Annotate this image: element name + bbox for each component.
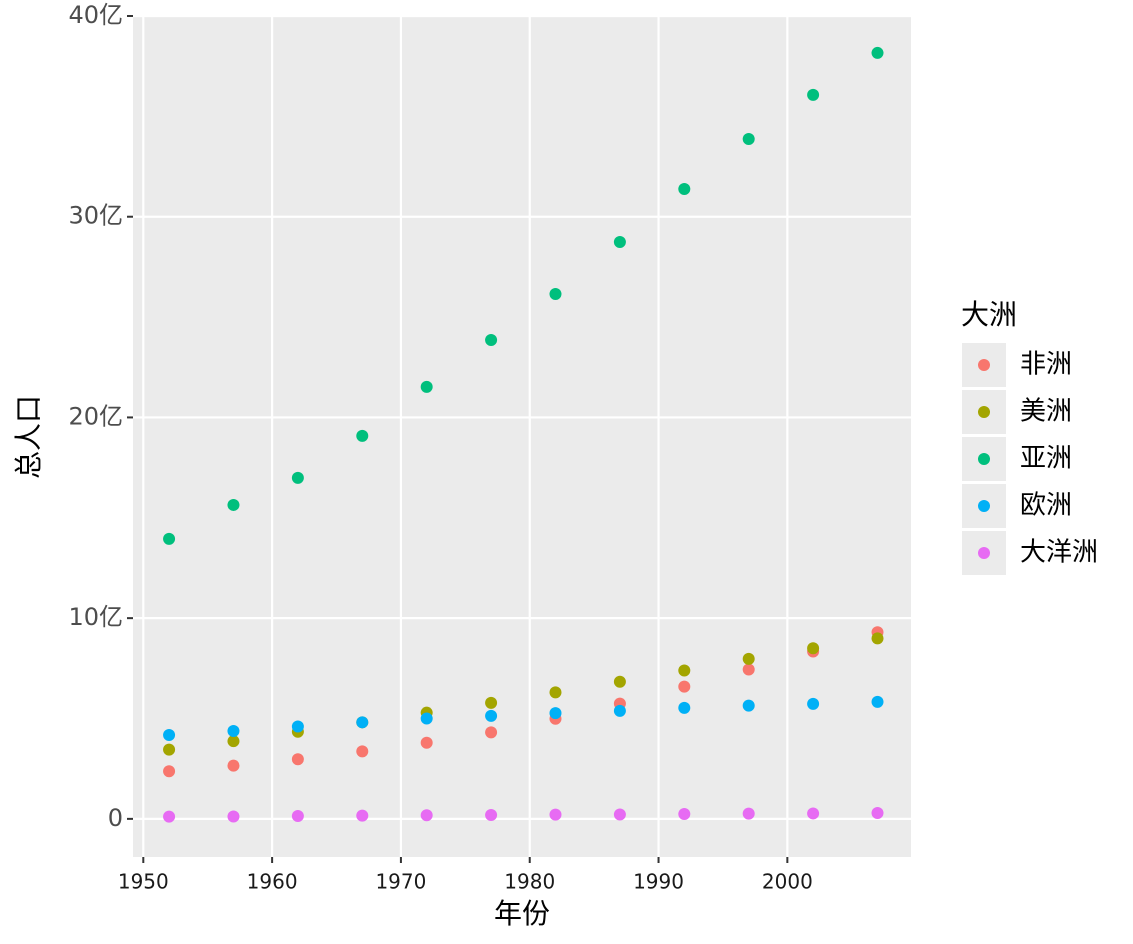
legend-marker — [978, 359, 990, 371]
point — [485, 333, 498, 346]
point — [807, 697, 820, 710]
point — [549, 686, 562, 699]
point — [163, 532, 176, 545]
point — [356, 809, 369, 822]
point — [871, 46, 884, 59]
point — [871, 807, 884, 820]
legend-marker — [978, 453, 990, 465]
point — [485, 809, 498, 822]
point — [356, 429, 369, 442]
point — [420, 809, 433, 822]
point — [678, 701, 691, 714]
point — [485, 696, 498, 709]
point — [163, 765, 176, 778]
point — [227, 759, 240, 772]
point — [678, 664, 691, 677]
point — [742, 652, 755, 665]
point — [420, 380, 433, 393]
y-tick-label: 10亿 — [68, 603, 123, 631]
point — [613, 704, 626, 717]
x-tick-label: 2000 — [762, 870, 813, 894]
point — [227, 735, 240, 748]
x-tick-label: 1970 — [375, 870, 426, 894]
point — [227, 498, 240, 511]
x-axis-title: 年份 — [494, 897, 550, 930]
x-tick-label: 1980 — [504, 870, 555, 894]
point — [807, 807, 820, 820]
legend-label: 欧洲 — [1020, 491, 1072, 521]
point — [227, 724, 240, 737]
legend-label: 亚洲 — [1020, 444, 1072, 474]
point — [549, 808, 562, 821]
legend-marker — [978, 547, 990, 559]
x-tick-label: 1950 — [118, 870, 169, 894]
y-tick-label: 20亿 — [68, 402, 123, 430]
point — [678, 183, 691, 196]
point — [742, 699, 755, 712]
legend-label: 非洲 — [1020, 350, 1072, 380]
point — [742, 133, 755, 146]
point — [356, 745, 369, 758]
point — [678, 680, 691, 693]
point — [807, 88, 820, 101]
point — [163, 743, 176, 756]
point — [420, 712, 433, 725]
point — [613, 236, 626, 249]
point — [356, 716, 369, 729]
point — [420, 736, 433, 749]
point — [485, 726, 498, 739]
legend-marker — [978, 500, 990, 512]
point — [742, 663, 755, 676]
y-tick-label: 30亿 — [68, 202, 123, 230]
legend-marker — [978, 406, 990, 418]
y-tick-label: 40亿 — [68, 1, 123, 29]
legend-title: 大洲 — [961, 298, 1017, 331]
point — [549, 707, 562, 720]
point — [678, 808, 691, 821]
legend-label: 大洋洲 — [1020, 538, 1098, 568]
point — [291, 471, 304, 484]
legend-label: 美洲 — [1020, 397, 1072, 427]
point — [291, 810, 304, 823]
y-tick-label: 0 — [108, 804, 123, 832]
x-tick-label: 1960 — [247, 870, 298, 894]
x-tick-label: 1990 — [633, 870, 684, 894]
y-axis-title: 总人口 — [12, 395, 45, 479]
plot-panel — [133, 16, 911, 857]
point — [549, 287, 562, 300]
point — [807, 642, 820, 655]
point — [291, 720, 304, 733]
point — [613, 675, 626, 688]
point — [163, 810, 176, 823]
point — [227, 810, 240, 823]
point — [871, 695, 884, 708]
point — [485, 709, 498, 722]
point — [742, 807, 755, 820]
point — [871, 632, 884, 645]
point — [613, 808, 626, 821]
point — [291, 753, 304, 766]
point — [163, 728, 176, 741]
